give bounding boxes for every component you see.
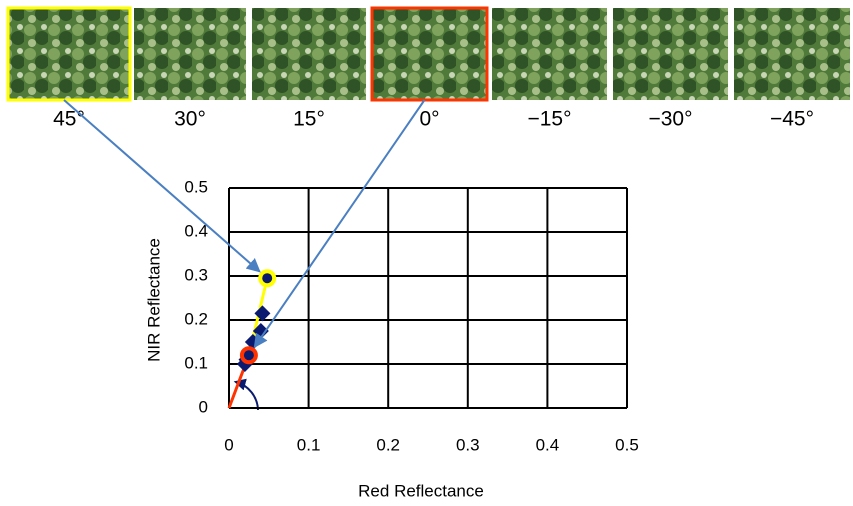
y-tick-label: 0.2: [184, 309, 208, 328]
x-axis-title: Red Reflectance: [358, 481, 484, 500]
y-tick-label: 0: [199, 397, 208, 416]
x-tick-label: 0.4: [536, 435, 560, 454]
thumbnail-label: −30°: [648, 108, 692, 131]
thumbnail: [734, 8, 850, 100]
thumbnail: [252, 8, 366, 100]
y-tick-label: 0.1: [184, 353, 208, 372]
thumbnail-label: 30°: [174, 108, 206, 131]
thumbnail: [134, 8, 246, 100]
figure: Red Reflectance NIR Reflectance 45° 30° 15…: [0, 0, 853, 506]
thumbnail: [8, 8, 130, 100]
pointer-arrow: [255, 100, 425, 347]
y-axis-title: NIR Reflectance: [144, 238, 163, 362]
thumbnail-label: 45°: [53, 108, 85, 131]
x-tick-label: 0.5: [615, 435, 639, 454]
thumbnail: [372, 8, 487, 100]
x-tick-label: 0.3: [456, 435, 480, 454]
thumbnail: [613, 8, 728, 100]
x-tick-label: 0.2: [376, 435, 400, 454]
thumbnail: [492, 8, 607, 100]
thumbnail-label: −45°: [770, 108, 814, 131]
thumbnail-label: −15°: [527, 108, 571, 131]
thumbnail-label: 15°: [293, 108, 325, 131]
y-tick-label: 0.5: [184, 177, 208, 196]
x-tick-label: 0: [224, 435, 233, 454]
x-tick-label: 0.1: [297, 435, 321, 454]
thumbnail-label: 0°: [419, 108, 439, 131]
y-tick-label: 0.3: [184, 265, 208, 284]
angle-arc: [236, 382, 258, 410]
